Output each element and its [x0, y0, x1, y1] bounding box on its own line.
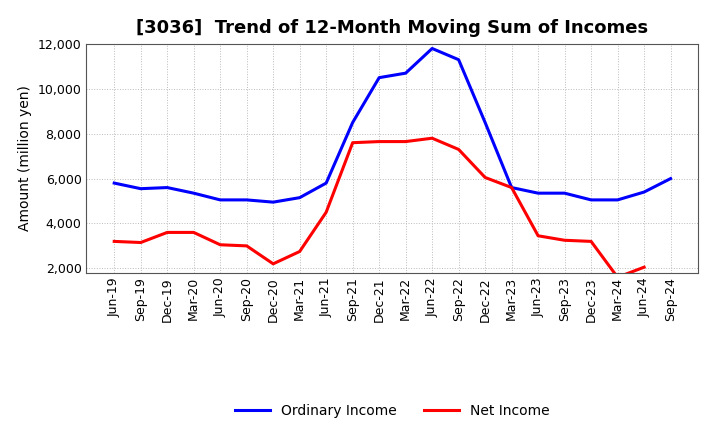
- Ordinary Income: [560, 191, 569, 196]
- Ordinary Income: [481, 120, 490, 125]
- Ordinary Income: [666, 176, 675, 181]
- Net Income: [189, 230, 198, 235]
- Net Income: [295, 249, 304, 254]
- Net Income: [269, 261, 277, 267]
- Ordinary Income: [375, 75, 384, 80]
- Net Income: [401, 139, 410, 144]
- Net Income: [243, 243, 251, 249]
- Net Income: [640, 264, 649, 270]
- Y-axis label: Amount (million yen): Amount (million yen): [18, 85, 32, 231]
- Ordinary Income: [534, 191, 542, 196]
- Line: Ordinary Income: Ordinary Income: [114, 48, 670, 202]
- Ordinary Income: [110, 180, 119, 186]
- Ordinary Income: [136, 186, 145, 191]
- Net Income: [322, 209, 330, 215]
- Net Income: [110, 239, 119, 244]
- Ordinary Income: [401, 70, 410, 76]
- Ordinary Income: [163, 185, 171, 190]
- Ordinary Income: [640, 189, 649, 194]
- Legend: Ordinary Income, Net Income: Ordinary Income, Net Income: [230, 399, 555, 424]
- Ordinary Income: [613, 197, 622, 202]
- Net Income: [613, 275, 622, 280]
- Ordinary Income: [295, 195, 304, 200]
- Net Income: [534, 233, 542, 238]
- Ordinary Income: [189, 191, 198, 196]
- Ordinary Income: [454, 57, 463, 62]
- Ordinary Income: [322, 180, 330, 186]
- Net Income: [163, 230, 171, 235]
- Net Income: [454, 147, 463, 152]
- Net Income: [508, 185, 516, 190]
- Line: Net Income: Net Income: [114, 138, 644, 277]
- Net Income: [587, 239, 595, 244]
- Net Income: [216, 242, 225, 247]
- Ordinary Income: [428, 46, 436, 51]
- Net Income: [348, 140, 357, 145]
- Ordinary Income: [269, 199, 277, 205]
- Net Income: [428, 136, 436, 141]
- Title: [3036]  Trend of 12-Month Moving Sum of Incomes: [3036] Trend of 12-Month Moving Sum of I…: [136, 19, 649, 37]
- Net Income: [136, 240, 145, 245]
- Ordinary Income: [348, 120, 357, 125]
- Net Income: [375, 139, 384, 144]
- Net Income: [560, 238, 569, 243]
- Ordinary Income: [508, 185, 516, 190]
- Net Income: [481, 175, 490, 180]
- Ordinary Income: [243, 197, 251, 202]
- Ordinary Income: [216, 197, 225, 202]
- Ordinary Income: [587, 197, 595, 202]
